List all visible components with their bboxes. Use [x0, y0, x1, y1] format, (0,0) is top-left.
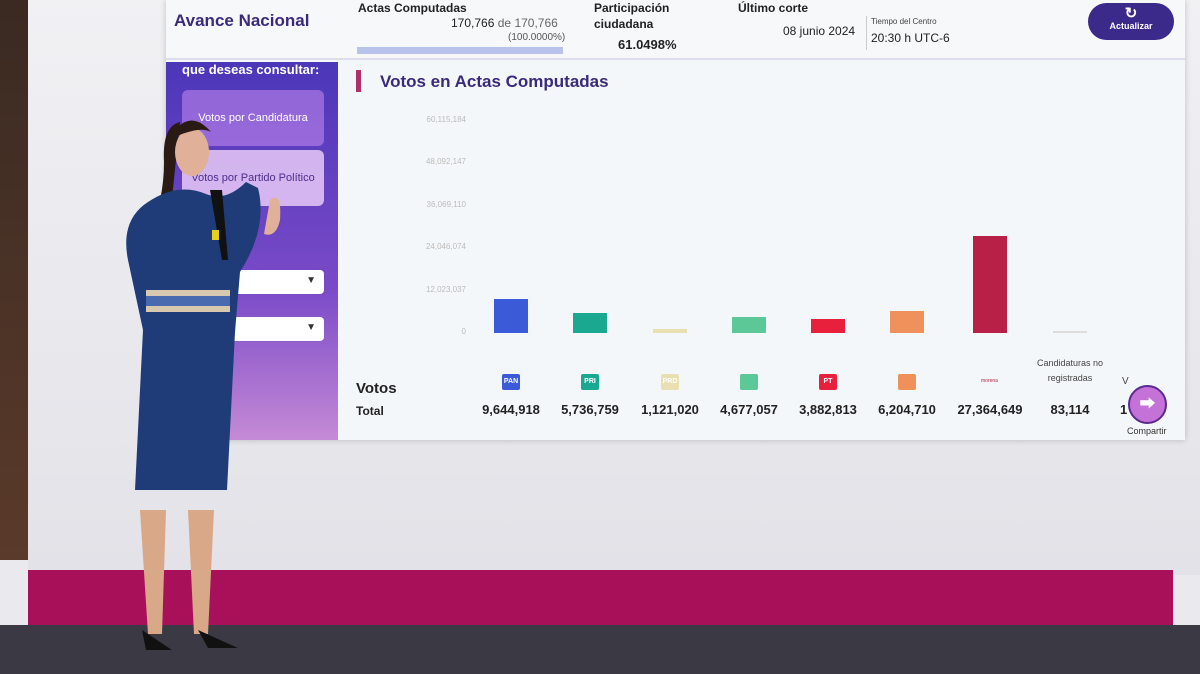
- share-label: Compartir: [1127, 426, 1167, 436]
- party-logo: [898, 374, 916, 390]
- value-label: 1,121,020: [641, 402, 699, 417]
- screen-header: Avance Nacional Actas Computadas 170,766…: [166, 0, 1185, 60]
- y-tick-label: 12,023,037: [425, 284, 466, 294]
- participacion-label-2: ciudadana: [594, 17, 654, 31]
- background-wall: [0, 0, 28, 560]
- title-accent: [356, 70, 361, 92]
- party-logo: PT: [819, 374, 837, 390]
- party-logo: morena: [981, 378, 998, 384]
- chevron-down-icon: ▼: [306, 322, 316, 333]
- chart-title: Votos en Actas Computadas: [380, 72, 609, 91]
- value-label: 6,204,710: [878, 402, 936, 417]
- y-tick-label: 48,092,147: [425, 157, 466, 167]
- corte-date: 08 junio 2024: [783, 24, 856, 38]
- actas-de: de: [497, 16, 512, 30]
- bars: PAN 9,644,918 PRI 5,736,759 PRD 1,121,020 4,67…: [338, 62, 1185, 440]
- votes-chart: Votos en Actas Computadas 0 12,023,037 24,…: [338, 62, 1185, 440]
- refresh-label: Actualizar: [1109, 21, 1153, 31]
- value-label: 27,364,649: [957, 402, 1023, 417]
- tiempo-label: Tiempo del Centro: [871, 17, 937, 26]
- y-tick-label: 36,069,110: [426, 199, 466, 209]
- magenta-stripe: [28, 570, 1173, 626]
- presentation-screen: Avance Nacional Actas Computadas 170,766…: [166, 0, 1185, 440]
- tiempo-value: 20:30 h UTC-6: [871, 31, 950, 45]
- presenter-photo: [126, 120, 281, 650]
- value-label: 4,677,057: [720, 402, 778, 417]
- share-icon: ⮕: [1139, 396, 1156, 413]
- filter-select-1[interactable]: ▼: [226, 270, 324, 294]
- consult-prompt: que deseas consultar:: [182, 62, 320, 77]
- actas-progress-bar: [357, 47, 563, 54]
- share-button[interactable]: ⮕: [1128, 385, 1167, 424]
- filter-select-2[interactable]: ▼: [226, 317, 324, 341]
- actas-total: 170,766: [514, 16, 558, 30]
- value-label: 1: [1120, 402, 1128, 417]
- bar-candidaturas-no-registradas[interactable]: [1053, 331, 1087, 333]
- y-axis: 0 12,023,037 24,046,074 36,069,110 48,092,14…: [338, 62, 466, 362]
- value-label: 5,736,759: [561, 402, 619, 417]
- corte-label: Último corte: [738, 1, 809, 15]
- bar-pvem[interactable]: [732, 316, 766, 333]
- party-logo: PAN: [502, 374, 520, 390]
- bar-morena[interactable]: [973, 236, 1007, 333]
- actas-count: 170,766 de 170,766: [451, 16, 558, 30]
- y-tick-label: 60,115,184: [426, 115, 466, 124]
- party-logo: V: [1122, 376, 1129, 387]
- bar-pri[interactable]: [573, 312, 607, 333]
- value-label: 83,114: [1050, 402, 1090, 417]
- actas-pct: (100.0000%): [508, 32, 566, 43]
- votos-candidatura-button[interactable]: Votos por Candidatura: [182, 90, 324, 146]
- divider: [866, 16, 867, 50]
- row-label-votos: Votos: [356, 380, 397, 397]
- bar-prd[interactable]: [653, 329, 687, 333]
- page-title: Avance Nacional: [174, 11, 310, 30]
- actas-progress-fill: [357, 47, 563, 54]
- refresh-button[interactable]: ↻ Actualizar: [1088, 3, 1174, 40]
- party-logo: PRD: [661, 374, 679, 390]
- bar-pan[interactable]: [494, 298, 528, 333]
- y-tick-label: 0: [461, 327, 466, 336]
- party-logo: PRI: [581, 374, 599, 390]
- actas-count-value: 170,766: [451, 16, 495, 30]
- party-logo: [740, 374, 758, 390]
- bar-pt[interactable]: [811, 319, 845, 333]
- participacion-label: Participación: [594, 1, 670, 15]
- chevron-down-icon: ▼: [306, 275, 316, 286]
- refresh-icon: ↻: [1124, 5, 1138, 22]
- actas-label: Actas Computadas: [358, 1, 467, 15]
- row-label-total: Total: [356, 404, 384, 418]
- participacion-value: 61.0498%: [618, 37, 677, 52]
- value-label: 9,644,918: [482, 402, 540, 417]
- party-logo: Candidaturas no registradas: [1036, 358, 1104, 383]
- y-tick-label: 24,046,074: [425, 242, 466, 252]
- bar-mc[interactable]: [890, 311, 924, 333]
- value-label: 3,882,813: [799, 402, 857, 417]
